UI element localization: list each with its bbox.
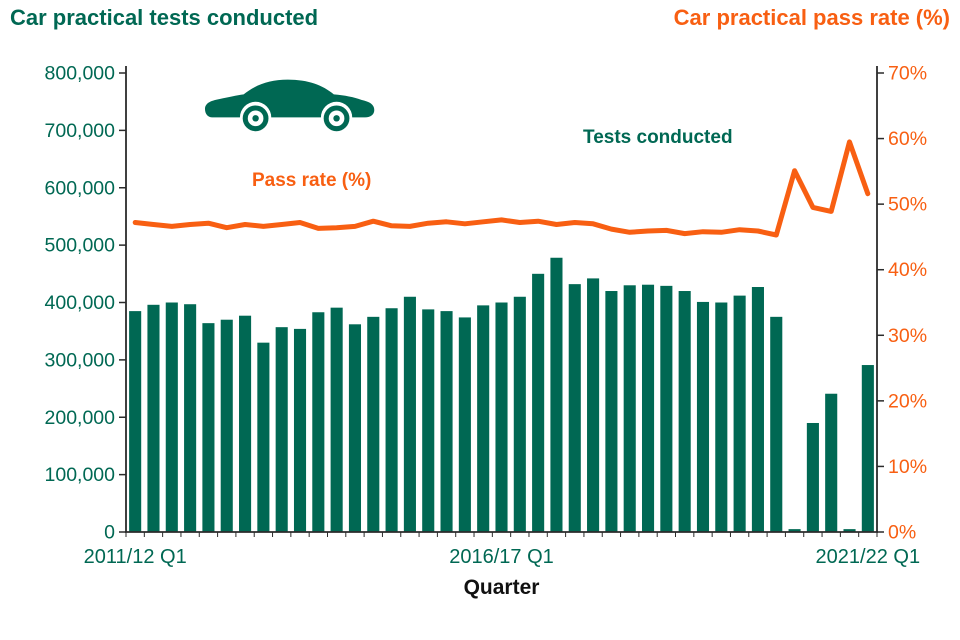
tests-conducted-bar (641, 284, 655, 532)
left-axis-tick-label: 800,000 (45, 63, 116, 85)
right-axis-tick-label: 20% (888, 390, 927, 412)
tests-conducted-bar (733, 295, 746, 532)
tests-conducted-bar (458, 317, 471, 532)
pass-rate-series-label: Pass rate (%) (252, 170, 372, 191)
tests-conducted-bar (678, 291, 691, 532)
tests-conducted-bar (184, 304, 197, 532)
tests-conducted-bar (696, 301, 710, 532)
tests-conducted-bar (312, 312, 325, 532)
x-axis-tick-label: 2016/17 Q1 (449, 546, 554, 568)
left-axis-tick-label: 0 (104, 522, 115, 544)
right-axis-chart-title: Car practical pass rate (%) (673, 5, 950, 30)
left-axis-tick-label: 300,000 (45, 349, 116, 371)
tests-conducted-bar (495, 302, 508, 532)
x-axis-tick-label: 2021/22 Q1 (816, 546, 921, 568)
right-axis-tick-label: 60% (888, 128, 927, 150)
left-axis-tick-label: 700,000 (45, 120, 116, 142)
right-axis-tick-label: 10% (888, 456, 927, 478)
tests-conducted-bar (660, 285, 673, 532)
tests-conducted-bar (477, 305, 490, 532)
left-axis-tick-label: 100,000 (45, 464, 116, 486)
pass-rate-line (132, 139, 871, 238)
tests-conducted-bar (257, 342, 270, 532)
tests-conducted-bar (623, 285, 636, 532)
tests-conducted-bar (202, 323, 215, 532)
tests-conducted-bar (129, 311, 142, 532)
left-axis-tick-label: 500,000 (45, 235, 116, 257)
x-axis-title: Quarter (463, 576, 540, 599)
tests-conducted-bar (513, 296, 526, 532)
tests-conducted-bar (788, 529, 801, 532)
car-icon (205, 79, 375, 132)
tests-conducted-bar (293, 328, 307, 532)
right-axis-tick-label: 50% (888, 194, 927, 216)
tests-conducted-bar (532, 273, 545, 532)
tests-conducted-bar (220, 319, 233, 532)
tests-conducted-bar (348, 324, 362, 532)
tests-conducted-bar (330, 307, 343, 532)
right-axis-tick-label: 40% (888, 259, 927, 281)
tests-conducted-bar (605, 291, 618, 532)
tests-conducted-bar (587, 278, 600, 532)
tests-conducted-bar (385, 308, 398, 532)
tests-conducted-bar (147, 304, 160, 532)
tests-conducted-bar (843, 529, 856, 532)
tests-conducted-bar (440, 311, 453, 532)
right-axis-tick-label: 0% (888, 522, 916, 544)
tests-conducted-bar (550, 257, 563, 532)
tests-conducted-bar (422, 309, 435, 532)
tests-conducted-bar (275, 327, 288, 532)
plot-area: 0 100,000 200,000 300,000 400,000 500,000 600,… (45, 63, 928, 569)
tests-conducted-bar (367, 316, 380, 532)
tests-conducted-bar (751, 287, 764, 532)
tests-conducted-bar (861, 365, 874, 532)
right-axis-tick-label: 30% (888, 325, 927, 347)
left-axis-tick-label: 400,000 (45, 292, 116, 314)
tests-conducted-bar (403, 296, 416, 532)
tests-conducted-bar (715, 302, 728, 532)
tests-conducted-bar (770, 316, 783, 532)
tests-conducted-bar (165, 302, 178, 532)
tests-conducted-bar (825, 393, 838, 532)
tests-conducted-series-label: Tests conducted (583, 127, 733, 148)
left-axis-tick-label: 200,000 (45, 407, 116, 429)
tests-conducted-bar (239, 315, 252, 532)
x-axis-tick-label: 2011/12 Q1 (84, 546, 187, 568)
left-axis-chart-title: Car practical tests conducted (10, 5, 319, 30)
left-axis-tick-label: 600,000 (45, 177, 116, 199)
tests-conducted-bar (568, 284, 581, 532)
tests-conducted-bar (806, 422, 819, 532)
right-axis-tick-label: 70% (888, 63, 927, 85)
